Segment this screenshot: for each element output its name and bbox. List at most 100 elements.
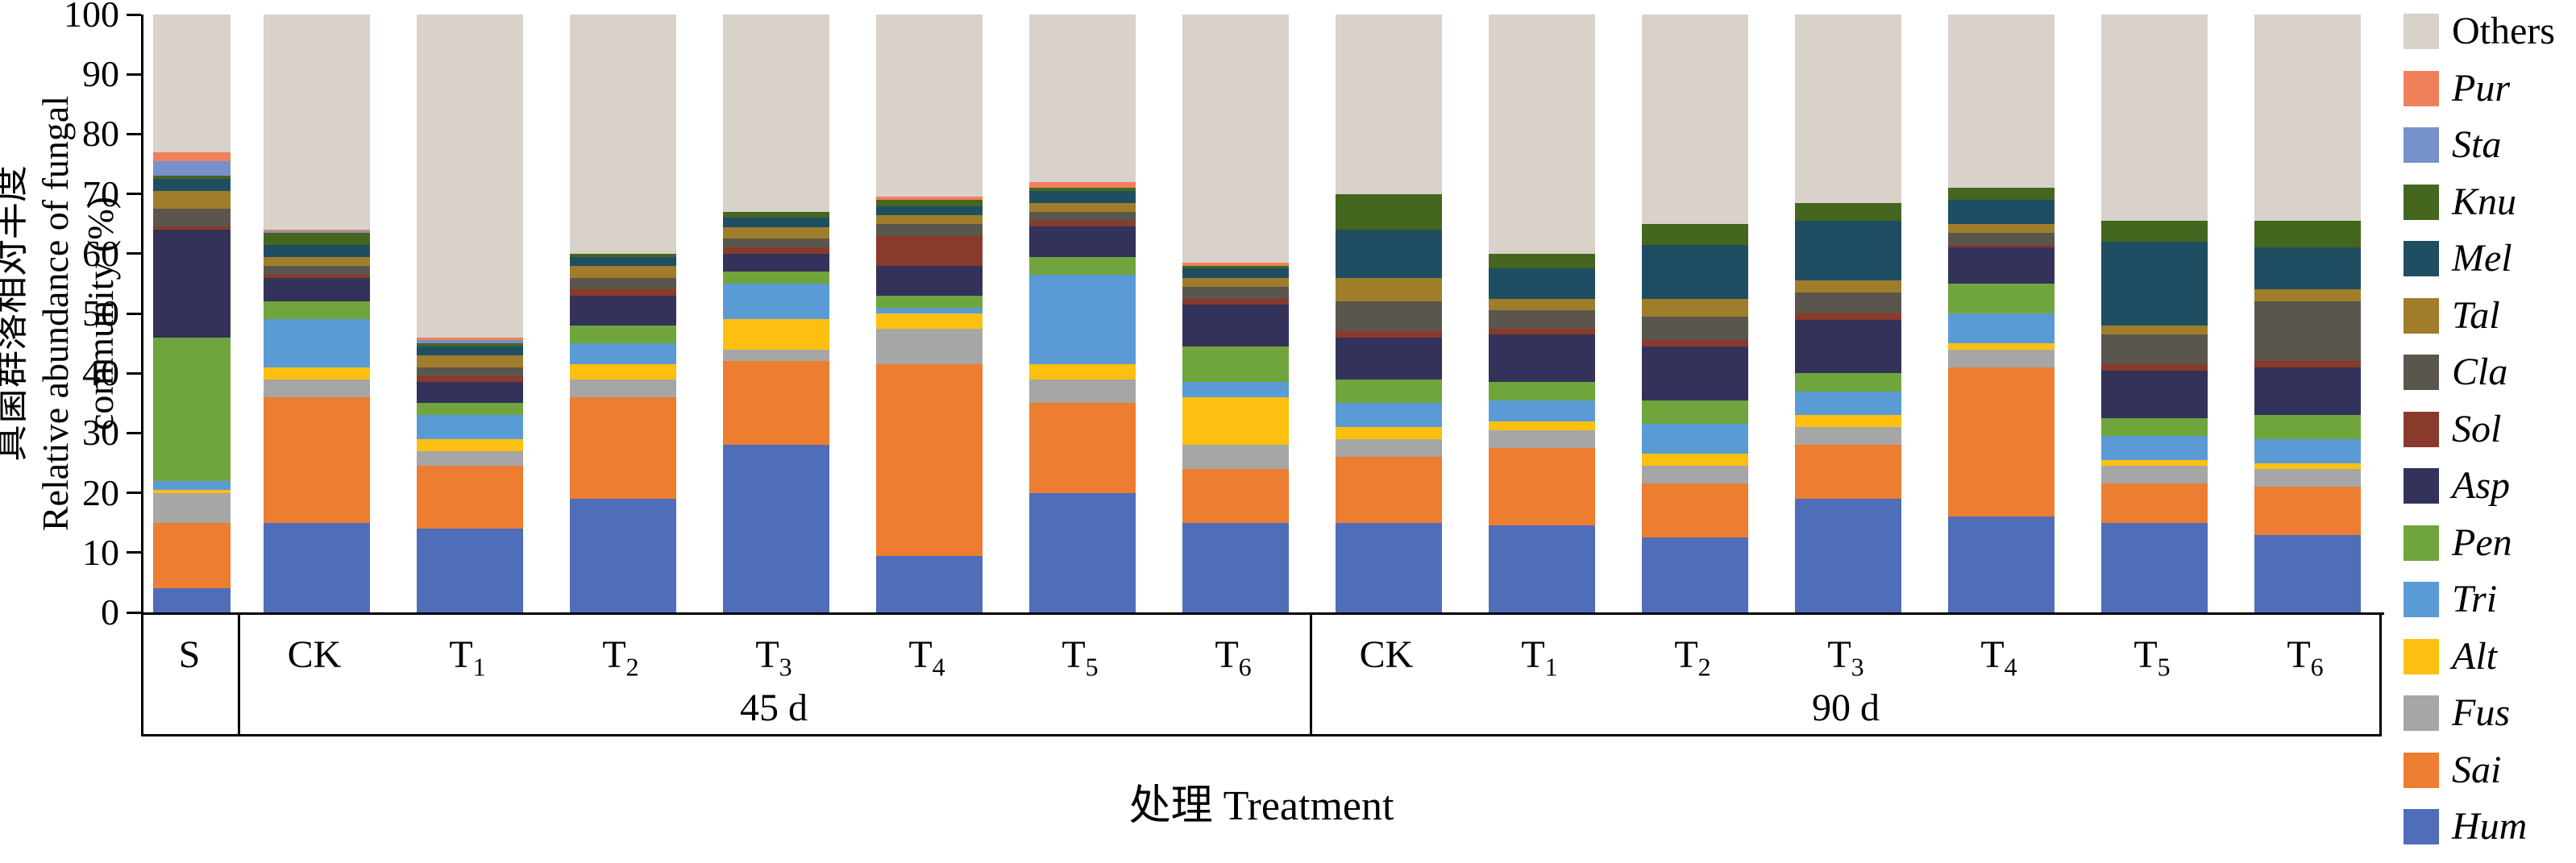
bar-segment-others (1795, 15, 1901, 203)
bar-segment-pur (876, 197, 983, 201)
category-label-ck-8: CK (1359, 633, 1414, 676)
bar-segment-fus (1029, 379, 1136, 404)
legend-item-sai: Sai (2404, 742, 2573, 799)
bar-segment-mel (1795, 221, 1901, 281)
bar-segment-tri (1489, 400, 1595, 421)
y-axis-tick (127, 371, 141, 375)
bar-segment-sol (417, 375, 523, 383)
bar-segment-others (1182, 15, 1289, 263)
strip-separator-0 (141, 615, 143, 734)
bar-segment-knu (1336, 193, 1442, 230)
legend-label-mel: Mel (2452, 237, 2512, 280)
bar-segment-tal (1642, 298, 1748, 317)
bar-segment-tal (1795, 280, 1901, 293)
y-axis-tick (127, 611, 141, 614)
bar-segment-others (723, 15, 829, 212)
bar-segment-tal (2101, 325, 2208, 335)
bar-segment-cla (570, 277, 676, 290)
legend-swatch-fus (2404, 695, 2439, 732)
bar-segment-hum (1795, 499, 1901, 612)
bar-segment-hum (1336, 522, 1442, 612)
category-label-t1-9: T1 (1521, 633, 1558, 682)
legend-item-alt: Alt (2404, 629, 2573, 686)
bar-segment-alt (876, 313, 983, 329)
bar-segment-mel (876, 205, 983, 215)
bar-segment-sol (1336, 331, 1442, 338)
bar-segment-sol (876, 235, 983, 266)
bar-segment-sai (570, 396, 676, 500)
bar-segment-alt (264, 367, 370, 380)
bar-segment-pen (723, 272, 829, 284)
y-axis-tick (127, 551, 141, 554)
bar-segment-tri (1948, 313, 2055, 344)
bar-segment-alt (1029, 364, 1136, 380)
bar-segment-others (1336, 15, 1442, 194)
bar-segment-fus (1489, 429, 1595, 448)
bar-segment-tal (417, 355, 523, 367)
bar-segment-knu (570, 253, 676, 257)
bar-segment-pen (264, 301, 370, 320)
bar-segment-alt (2101, 459, 2208, 467)
legend-swatch-tal (2404, 297, 2439, 334)
bar-segment-pen (1642, 400, 1748, 425)
legend-item-pur: Pur (2404, 60, 2573, 118)
bar-segment-pen (2254, 415, 2361, 439)
bar-segment-hum (1029, 492, 1136, 612)
bar-segment-tri (1182, 382, 1289, 397)
bar-segment-sai (723, 361, 829, 446)
legend-swatch-sta (2404, 127, 2439, 164)
y-axis-tick-label: 30 (82, 412, 119, 454)
category-label-ck-1: CK (287, 633, 342, 676)
bar-segment-tal (1948, 223, 2055, 233)
bar-segment-asp (153, 230, 231, 338)
bar-segment-pur (1029, 181, 1136, 189)
bar-t1-9 (1489, 15, 1595, 612)
bar-segment-mel (1489, 268, 1595, 299)
legend-swatch-others (2404, 14, 2439, 50)
bar-t4-5 (876, 15, 983, 612)
bar-segment-sai (1029, 403, 1136, 493)
bar-t2-10 (1642, 15, 1748, 612)
legend-item-knu: Knu (2404, 174, 2573, 231)
y-axis-tick-label: 70 (82, 172, 119, 214)
bar-segment-tal (153, 190, 231, 210)
bar-segment-cla (1642, 316, 1748, 341)
legend-swatch-sai (2404, 752, 2439, 788)
bar-s-0 (153, 15, 231, 612)
bar-segment-fus (723, 349, 829, 362)
legend-label-sai: Sai (2452, 748, 2502, 791)
bar-segment-alt (1948, 343, 2055, 350)
bar-segment-cla (2254, 301, 2361, 362)
bar-segment-alt (1182, 396, 1289, 446)
y-axis-tick-label: 20 (82, 471, 119, 513)
bar-segment-others (1029, 15, 1136, 182)
bar-segment-others (2254, 15, 2361, 222)
bar-t3-11 (1795, 15, 1901, 612)
bar-segment-knu (1029, 188, 1136, 191)
bar-segment-mel (1336, 230, 1442, 278)
legend-label-tal: Tal (2452, 293, 2500, 337)
bar-segment-asp (1336, 337, 1442, 380)
legend-label-alt: Alt (2452, 634, 2497, 678)
legend-swatch-alt (2404, 638, 2439, 674)
bar-segment-sai (876, 364, 983, 556)
legend-swatch-hum (2404, 809, 2439, 845)
category-label-t3-4: T3 (755, 633, 792, 682)
bar-segment-mel (417, 346, 523, 356)
bar-segment-sai (417, 466, 523, 529)
bar-segment-sai (1489, 447, 1595, 526)
legend-label-knu: Knu (2452, 180, 2517, 223)
legend-label-tri: Tri (2452, 578, 2498, 621)
legend-label-cla: Cla (2452, 351, 2508, 394)
bar-segment-tri (2254, 438, 2361, 463)
legend-label-sol: Sol (2452, 407, 2502, 450)
bar-segment-hum (1948, 517, 2055, 612)
bar-segment-cla (153, 209, 231, 227)
bar-segment-sol (264, 274, 370, 278)
bar-segment-knu (264, 232, 370, 245)
bar-segment-asp (1489, 334, 1595, 383)
category-label-t3-11: T3 (1827, 633, 1864, 682)
y-axis-tick-label: 80 (82, 113, 119, 155)
bar-segment-fus (2101, 466, 2208, 484)
bar-segment-knu (1948, 188, 2055, 201)
